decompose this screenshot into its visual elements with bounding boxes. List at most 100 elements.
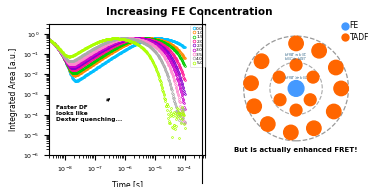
2.5 xyxy=(141,38,146,40)
2.0 xyxy=(182,79,187,81)
4.0 xyxy=(81,54,86,56)
5.0 xyxy=(33,33,37,35)
0.0 xyxy=(142,40,146,42)
5.0 xyxy=(141,48,146,50)
1.0 xyxy=(33,33,37,35)
Line: 3.0: 3.0 xyxy=(34,33,186,110)
3.0 xyxy=(92,53,96,55)
Circle shape xyxy=(274,94,286,106)
Text: FE: FE xyxy=(350,21,359,30)
1.5 xyxy=(51,42,55,44)
3.5 xyxy=(141,40,146,42)
4.0 xyxy=(141,42,146,44)
2.5 xyxy=(81,61,86,63)
1.5 xyxy=(141,37,146,39)
3.0 xyxy=(182,108,187,110)
Line: 3.5: 3.5 xyxy=(34,33,186,123)
X-axis label: Time [s]: Time [s] xyxy=(112,180,143,187)
Circle shape xyxy=(260,117,275,131)
2.0 xyxy=(127,39,131,41)
Line: 1.0: 1.0 xyxy=(34,33,186,76)
5.0 xyxy=(92,43,96,45)
2.0 xyxy=(81,64,86,66)
Line: 4.0: 4.0 xyxy=(34,33,186,124)
4.0 xyxy=(141,41,145,44)
Circle shape xyxy=(273,71,285,83)
3.5 xyxy=(141,39,145,42)
5.0 xyxy=(177,137,181,139)
Circle shape xyxy=(328,60,343,75)
1.0 xyxy=(73,74,77,77)
0.0 xyxy=(182,46,187,49)
Line: 1.5: 1.5 xyxy=(34,33,186,74)
Circle shape xyxy=(307,71,319,83)
Y-axis label: Integrated Area [a.u.]: Integrated Area [a.u.] xyxy=(9,48,18,131)
3.5 xyxy=(33,33,37,35)
2.5 xyxy=(182,93,187,95)
Text: $k_{ISC} \gg k_{DET}$: $k_{ISC} \gg k_{DET}$ xyxy=(284,55,308,63)
Text: $k_{FRET} \gg k_{ISC}$: $k_{FRET} \gg k_{ISC}$ xyxy=(284,74,308,82)
Circle shape xyxy=(284,125,298,140)
Circle shape xyxy=(288,81,304,96)
3.0 xyxy=(51,42,55,44)
0.0 xyxy=(141,40,146,42)
0.0 xyxy=(82,75,86,78)
Circle shape xyxy=(290,104,302,116)
2.5 xyxy=(51,42,55,44)
2.0 xyxy=(92,57,96,59)
4.0 xyxy=(182,121,187,123)
3.0 xyxy=(127,37,131,40)
3.5 xyxy=(127,37,131,39)
1.5 xyxy=(127,40,132,42)
1.0 xyxy=(82,69,86,72)
4.0 xyxy=(127,38,131,40)
Legend: 0.0, 1.0, 1.5, 2.0, 2.5, 3.0, 3.5, 4.0, 5.0: 0.0, 1.0, 1.5, 2.0, 2.5, 3.0, 3.5, 4.0, … xyxy=(191,25,204,67)
1.0 xyxy=(182,57,187,59)
1.5 xyxy=(182,65,187,67)
Circle shape xyxy=(289,36,303,51)
Circle shape xyxy=(334,81,348,96)
Line: 2.5: 2.5 xyxy=(34,33,186,95)
Text: $k_{FRET} \approx k_{ISC}$: $k_{FRET} \approx k_{ISC}$ xyxy=(284,51,308,59)
3.0 xyxy=(33,33,37,35)
4.0 xyxy=(92,47,96,50)
2.0 xyxy=(51,42,55,44)
2.5 xyxy=(127,38,131,40)
1.0 xyxy=(141,38,146,40)
3.0 xyxy=(141,39,146,41)
Circle shape xyxy=(307,121,321,135)
3.5 xyxy=(81,57,86,59)
1.0 xyxy=(51,42,55,44)
Circle shape xyxy=(290,59,302,71)
Circle shape xyxy=(304,94,316,106)
2.5 xyxy=(33,33,37,35)
Line: 5.0: 5.0 xyxy=(34,33,186,139)
4.0 xyxy=(182,122,186,125)
Text: Faster DF
looks like
Dexter quenching...: Faster DF looks like Dexter quenching... xyxy=(56,99,122,122)
0.0 xyxy=(51,42,55,44)
Line: 0.0: 0.0 xyxy=(34,33,186,82)
1.5 xyxy=(92,60,97,62)
3.0 xyxy=(81,59,86,62)
3.5 xyxy=(51,42,55,44)
1.5 xyxy=(72,72,76,74)
Circle shape xyxy=(327,104,341,119)
Circle shape xyxy=(254,54,269,68)
Circle shape xyxy=(244,76,258,91)
Circle shape xyxy=(312,44,326,58)
0.0 xyxy=(33,33,37,35)
Circle shape xyxy=(247,99,262,114)
1.0 xyxy=(142,37,146,40)
5.0 xyxy=(51,41,55,43)
Text: TADF: TADF xyxy=(350,33,369,42)
2.0 xyxy=(141,37,146,40)
0.0 xyxy=(92,68,97,71)
5.0 xyxy=(127,39,131,42)
5.0 xyxy=(81,48,86,50)
0.0 xyxy=(127,46,132,49)
1.0 xyxy=(92,62,97,65)
2.0 xyxy=(33,33,37,35)
1.5 xyxy=(33,33,37,35)
2.5 xyxy=(141,38,145,40)
Text: But is actually enhanced FRET!: But is actually enhanced FRET! xyxy=(234,147,358,153)
